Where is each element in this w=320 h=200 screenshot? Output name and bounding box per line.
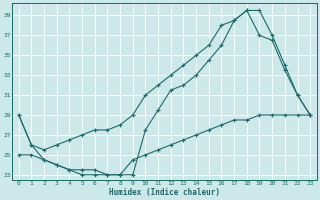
X-axis label: Humidex (Indice chaleur): Humidex (Indice chaleur) <box>109 188 220 197</box>
